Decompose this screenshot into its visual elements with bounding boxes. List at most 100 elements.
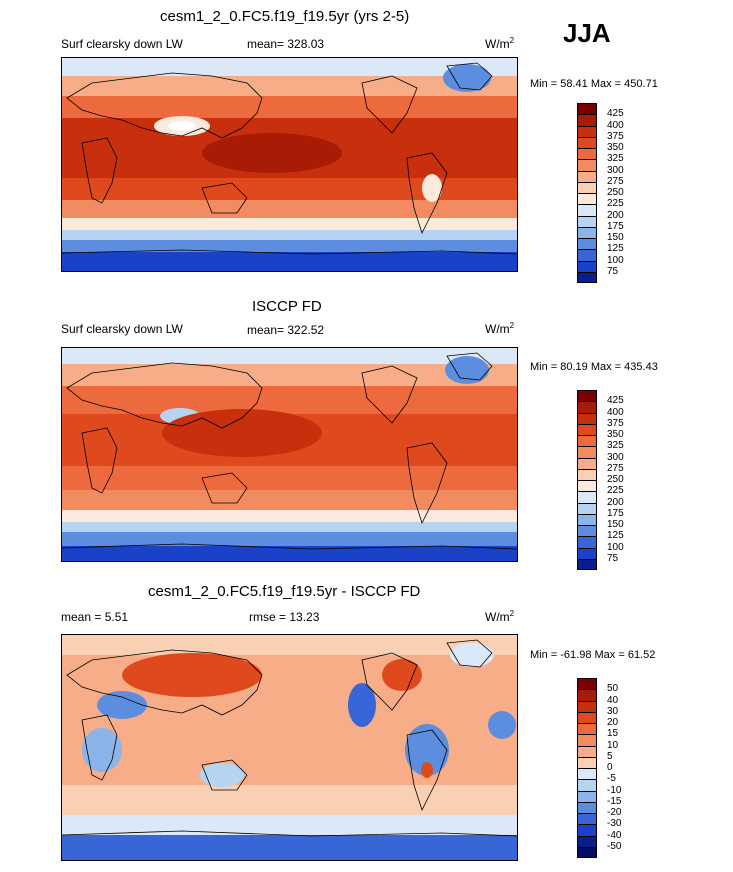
variable-label: Surf clearsky down LW — [61, 37, 183, 51]
colorbar-swatch — [577, 734, 597, 746]
colorbar-tick-label: 15 — [607, 728, 619, 740]
minmax-label: Min = -61.98 Max = 61.52 — [530, 649, 656, 661]
colorbar-tick-label: -15 — [607, 795, 622, 807]
mean-label: mean= 328.03 — [247, 37, 325, 51]
colorbar-tick-label: 200 — [607, 496, 624, 508]
colorbar-tick-label: 175 — [607, 220, 624, 232]
colorbar-swatch — [577, 779, 597, 791]
colorbar-tick-label: 75 — [607, 552, 619, 564]
colorbar-swatch — [577, 491, 597, 503]
colorbar-swatch — [577, 700, 597, 712]
colorbar-swatch — [577, 215, 597, 227]
colorbar-swatch — [577, 824, 597, 836]
colorbar-tick-label: 325 — [607, 153, 624, 165]
colorbar-swatch — [577, 260, 597, 272]
colorbar-swatch — [577, 103, 597, 115]
colorbar-tick-label: -40 — [607, 829, 622, 841]
colorbar-swatch — [577, 745, 597, 757]
colorbar-swatch — [577, 502, 597, 514]
colorbar-swatch — [577, 790, 597, 802]
colorbar-tick-label: 75 — [607, 265, 619, 277]
colorbar-tick-label: 175 — [607, 507, 624, 519]
colorbar-swatch — [577, 114, 597, 126]
colorbar-tick-label: 20 — [607, 717, 619, 728]
colorbar-tick-label: 300 — [607, 164, 624, 176]
colorbar-tick-label: -30 — [607, 818, 622, 830]
colorbar-swatch — [577, 689, 597, 701]
colorbar-tick-label: 125 — [607, 243, 624, 255]
colorbar-swatch — [577, 226, 597, 238]
colorbar-tick-label: 30 — [607, 705, 619, 717]
colorbar-swatch — [577, 835, 597, 847]
colorbar-swatch — [577, 249, 597, 261]
minmax-label: Min = 58.41 Max = 450.71 — [530, 78, 658, 90]
mean-label: mean = 5.51 — [61, 610, 129, 624]
colorbar-swatch — [577, 148, 597, 160]
units-label: W/m2 — [485, 36, 515, 51]
panel-title: cesm1_2_0.FC5.f19_f19.5yr (yrs 2-5) — [160, 8, 410, 25]
colorbar-swatch — [577, 412, 597, 424]
colorbar-swatch — [577, 271, 597, 283]
colorbar-tick-label: 40 — [607, 694, 619, 706]
panel-title: cesm1_2_0.FC5.f19_f19.5yr - ISCCP FD — [148, 583, 421, 600]
colorbar-tick-label: 375 — [607, 130, 624, 142]
colorbar-tick-label: 275 — [607, 175, 624, 187]
colorbar-tick-label: -50 — [607, 840, 622, 852]
colorbar-swatch — [577, 446, 597, 458]
colorbar-swatch — [577, 170, 597, 182]
colorbar-swatch — [577, 125, 597, 137]
colorbar-tick-label: 225 — [607, 485, 624, 497]
colorbar-swatch — [577, 204, 597, 216]
colorbar-swatch — [577, 711, 597, 723]
colorbar-swatch — [577, 238, 597, 250]
colorbar-swatch — [577, 193, 597, 205]
colorbar-swatch — [577, 423, 597, 435]
colorbar-swatch — [577, 401, 597, 413]
colorbar-tick-label: 300 — [607, 451, 624, 463]
colorbar-swatch — [577, 678, 597, 690]
colorbar-tick-label: 250 — [607, 474, 624, 485]
colorbar-tick-label: 125 — [607, 530, 624, 542]
rmse-label: rmse = 13.23 — [249, 610, 320, 624]
colorbar-swatch — [577, 435, 597, 447]
colorbar-tick-label: 200 — [607, 209, 624, 221]
colorbar-swatch — [577, 513, 597, 525]
colorbar-tick-label: 400 — [607, 406, 624, 418]
colorbar-diff — [577, 678, 597, 858]
colorbar-swatch — [577, 558, 597, 570]
season-label: JJA — [563, 18, 611, 48]
colorbar-tick-label: -20 — [607, 807, 622, 818]
colorbar-swatch — [577, 846, 597, 858]
colorbar-swatch — [577, 756, 597, 768]
colorbar-tick-label: 350 — [607, 142, 624, 153]
colorbar-tick-label: 100 — [607, 541, 624, 553]
colorbar-swatch — [577, 525, 597, 537]
colorbar-swatch — [577, 390, 597, 402]
colorbar-swatch — [577, 468, 597, 480]
colorbar-tick-label: 5 — [607, 750, 613, 762]
map-diff — [61, 634, 518, 861]
colorbar-swatch — [577, 536, 597, 548]
colorbar-tick-label: 0 — [607, 762, 613, 773]
colorbar-tick-label: 350 — [607, 429, 624, 440]
colorbar-swatch — [577, 547, 597, 559]
colorbar-tick-label: 250 — [607, 187, 624, 198]
map-model — [61, 57, 518, 272]
colorbar-swatch — [577, 813, 597, 825]
colorbar-swatch — [577, 768, 597, 780]
colorbar-tick-label: -10 — [607, 784, 622, 796]
variable-label: Surf clearsky down LW — [61, 322, 183, 336]
colorbar-tick-label: 150 — [607, 519, 624, 530]
mean-label: mean= 322.52 — [247, 323, 325, 337]
colorbar-swatch — [577, 723, 597, 735]
units-label: W/m2 — [485, 609, 515, 624]
colorbar-swatch — [577, 480, 597, 492]
colorbar-model — [577, 103, 597, 283]
colorbar-swatch — [577, 801, 597, 813]
colorbar-tick-label: 10 — [607, 739, 619, 751]
colorbar-swatch — [577, 136, 597, 148]
colorbar-tick-label: 425 — [607, 108, 624, 120]
units-label: W/m2 — [485, 321, 515, 336]
colorbar-tick-label: -5 — [607, 773, 616, 785]
map-obs — [61, 347, 518, 562]
